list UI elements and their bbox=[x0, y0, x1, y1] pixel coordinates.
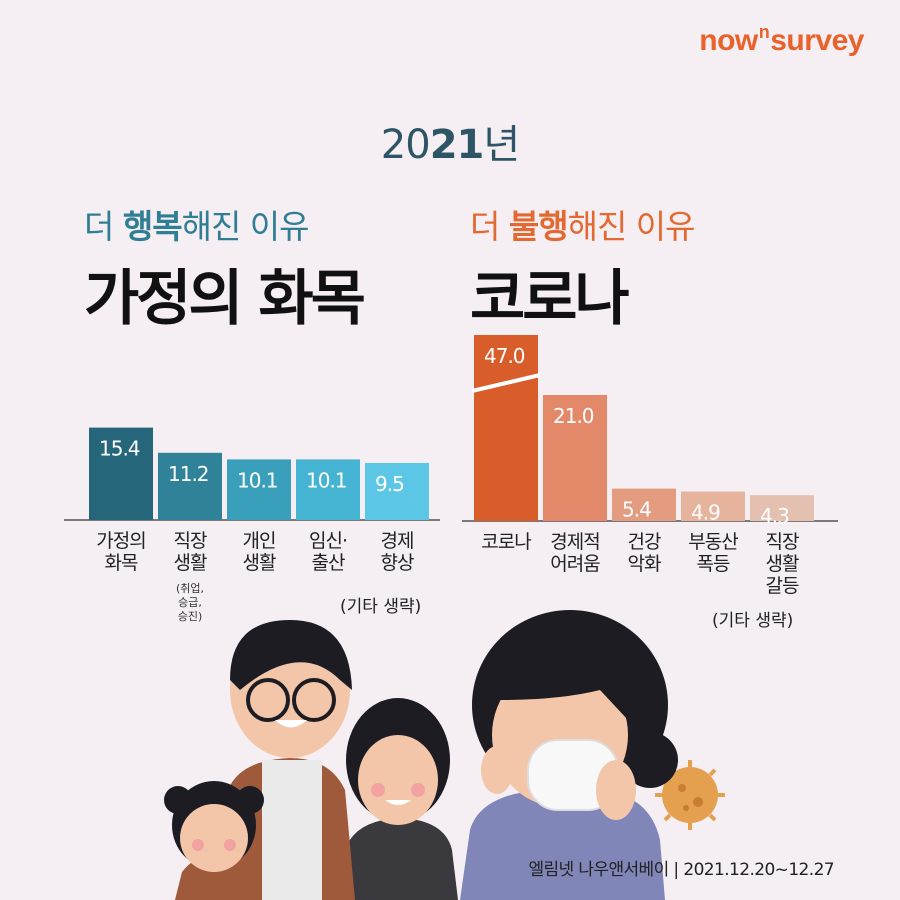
bar-value-label: 4.9 bbox=[691, 501, 720, 525]
bar-value-label: 15.4 bbox=[99, 437, 140, 461]
category-label: 갈등 bbox=[766, 575, 799, 597]
bar bbox=[89, 427, 153, 520]
category-label: 개인 bbox=[243, 530, 276, 552]
category-label: 직장 bbox=[174, 530, 207, 552]
unhappy-chart-note: (기타 생략) bbox=[712, 611, 794, 631]
category-label: 부동산 bbox=[688, 531, 738, 553]
source-caption: 엘림넷 나우앤서베이 | 2021.12.20~12.27 bbox=[528, 860, 834, 880]
unhappy-reason-headline: 코로나 bbox=[470, 264, 630, 334]
brand-logo: nownsurvey bbox=[699, 22, 864, 57]
category-note: 승급, bbox=[178, 596, 202, 609]
bar-value-label: 10.1 bbox=[306, 468, 347, 492]
bar-value-label: 21.0 bbox=[553, 404, 594, 428]
category-label: 생활 bbox=[766, 553, 799, 575]
bar-value-label: 4.3 bbox=[760, 504, 789, 528]
category-label: 악화 bbox=[628, 553, 661, 575]
happy-reason-headline: 가정의 화목 bbox=[84, 264, 366, 334]
category-label: 경제적 bbox=[550, 531, 599, 553]
bar bbox=[612, 488, 676, 521]
category-label: 가정의 bbox=[96, 530, 145, 552]
bar-value-label: 5.4 bbox=[622, 498, 651, 522]
category-note: 승진) bbox=[178, 610, 203, 623]
category-label: 생활 bbox=[243, 552, 276, 574]
happy-reasons-chart: 15.4가정의화목11.2직장생활(취업,승급,승진)10.1개인생활10.1임… bbox=[64, 427, 440, 623]
category-note: (취업, bbox=[176, 582, 204, 595]
happy-reason-subtitle: 더 행복해진 이유 bbox=[84, 207, 310, 246]
bar bbox=[365, 463, 429, 520]
category-label: 생활 bbox=[174, 552, 207, 574]
category-label: 폭등 bbox=[697, 553, 730, 575]
bar bbox=[750, 495, 814, 521]
bar bbox=[543, 395, 607, 521]
bar bbox=[227, 459, 291, 520]
unhappy-reason-subtitle: 더 불행해진 이유 bbox=[470, 207, 696, 246]
bar-value-label: 9.5 bbox=[375, 472, 404, 496]
category-label: 경제 bbox=[381, 530, 414, 552]
family-illustration bbox=[164, 610, 725, 900]
bar bbox=[474, 335, 538, 521]
year-title: 2021년 bbox=[380, 122, 520, 168]
bar bbox=[158, 452, 222, 520]
category-label: 직장 bbox=[766, 531, 799, 553]
bar-value-label: 47.0 bbox=[484, 344, 525, 368]
category-label: 어려움 bbox=[550, 553, 600, 575]
category-label: 화목 bbox=[105, 552, 138, 574]
category-label: 향상 bbox=[381, 552, 414, 574]
bar-value-label: 10.1 bbox=[237, 468, 278, 492]
axis-break-mark bbox=[471, 373, 541, 393]
bar bbox=[681, 491, 745, 521]
category-label: 임신· bbox=[309, 530, 347, 552]
category-label: 출산 bbox=[312, 552, 345, 574]
bar-value-label: 11.2 bbox=[168, 462, 209, 486]
category-label: 건강 bbox=[628, 531, 661, 553]
happy-chart-note: (기타 생략) bbox=[340, 597, 422, 617]
bar bbox=[296, 459, 360, 520]
category-label: 코로나 bbox=[481, 531, 531, 553]
